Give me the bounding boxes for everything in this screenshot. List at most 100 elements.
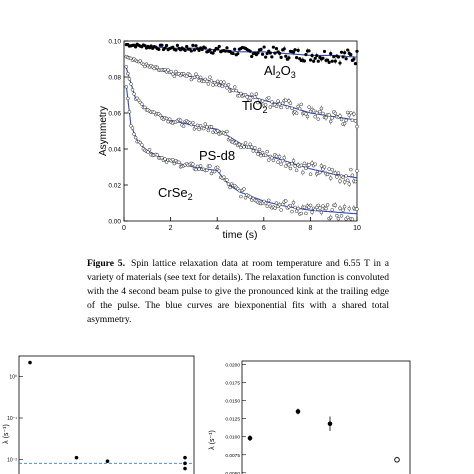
data-point bbox=[253, 146, 257, 150]
data-point bbox=[206, 128, 211, 133]
data-point bbox=[295, 409, 301, 414]
data-point bbox=[335, 213, 339, 218]
data-point bbox=[279, 105, 283, 110]
data-point bbox=[198, 75, 203, 80]
data-point bbox=[349, 167, 353, 172]
data-point bbox=[318, 170, 322, 175]
data-point bbox=[195, 164, 200, 169]
data-point bbox=[330, 208, 334, 212]
data-point bbox=[273, 51, 277, 55]
data-point bbox=[327, 167, 331, 171]
data-point bbox=[341, 175, 345, 180]
data-point bbox=[205, 79, 209, 84]
data-point bbox=[285, 105, 290, 110]
x-tick-label: 2 bbox=[169, 225, 173, 232]
data-point bbox=[174, 48, 178, 52]
data-point bbox=[313, 56, 317, 60]
data-point bbox=[325, 58, 330, 62]
y-tick-label: 0.04 bbox=[108, 147, 121, 154]
data-point bbox=[341, 208, 345, 213]
fit-curve bbox=[125, 67, 358, 179]
x-tick-label: 6 bbox=[262, 225, 266, 232]
data-point bbox=[347, 206, 352, 211]
data-point bbox=[339, 117, 344, 122]
data-point bbox=[147, 147, 152, 152]
data-point bbox=[247, 435, 253, 441]
data-point bbox=[194, 167, 198, 172]
data-point bbox=[164, 43, 169, 48]
data-point bbox=[198, 164, 203, 168]
data-point bbox=[200, 47, 204, 52]
data-point bbox=[217, 83, 221, 88]
data-point bbox=[329, 52, 333, 56]
data-point bbox=[350, 217, 355, 221]
data-point bbox=[219, 80, 223, 84]
data-point bbox=[256, 51, 260, 55]
series-label-al2o3: Al2O3 bbox=[264, 63, 296, 80]
data-point bbox=[222, 175, 226, 179]
x-tick-label: 8 bbox=[308, 225, 312, 232]
data-point bbox=[160, 43, 164, 47]
y-tick-label: 10⁻¹ bbox=[7, 416, 17, 422]
data-point bbox=[188, 73, 192, 77]
data-point bbox=[302, 205, 307, 210]
data-point bbox=[217, 169, 221, 173]
data-point bbox=[279, 162, 283, 167]
data-point bbox=[342, 180, 347, 184]
data-point bbox=[129, 82, 133, 86]
data-point bbox=[322, 49, 327, 54]
data-point bbox=[205, 125, 209, 129]
data-point bbox=[216, 47, 220, 51]
data-point bbox=[280, 159, 285, 163]
caption-text: Spin lattice relaxation data at room tem… bbox=[87, 258, 389, 326]
data-point bbox=[265, 149, 269, 154]
data-point bbox=[347, 182, 352, 186]
data-point bbox=[243, 141, 248, 145]
y-tick-label: 0.0050 bbox=[225, 471, 240, 474]
data-point bbox=[237, 188, 242, 193]
data-point bbox=[215, 79, 220, 84]
data-point bbox=[183, 48, 187, 52]
data-point bbox=[225, 46, 229, 50]
data-point bbox=[277, 51, 282, 55]
data-point bbox=[355, 124, 359, 129]
data-point bbox=[172, 161, 177, 166]
data-point bbox=[290, 161, 294, 166]
data-point bbox=[318, 206, 322, 210]
data-point bbox=[105, 459, 110, 464]
data-point bbox=[294, 111, 299, 115]
data-point bbox=[288, 203, 293, 208]
data-point bbox=[336, 171, 341, 175]
data-point bbox=[293, 205, 297, 210]
data-point bbox=[290, 106, 294, 111]
data-point bbox=[304, 211, 308, 216]
data-point bbox=[155, 65, 160, 70]
data-point bbox=[318, 109, 322, 114]
data-point bbox=[277, 102, 282, 106]
x-tick-label: 4 bbox=[215, 225, 219, 232]
y-axis-label: λ (s⁻¹) bbox=[209, 430, 216, 450]
plot-frame bbox=[241, 360, 411, 474]
data-point bbox=[350, 173, 355, 177]
data-point bbox=[253, 95, 257, 99]
data-point bbox=[328, 215, 333, 220]
data-point bbox=[197, 167, 201, 171]
data-point bbox=[134, 45, 138, 49]
data-point bbox=[316, 117, 321, 121]
data-point bbox=[302, 161, 307, 166]
data-point bbox=[130, 126, 135, 130]
data-point bbox=[325, 203, 330, 207]
data-point bbox=[246, 145, 251, 149]
data-point bbox=[257, 147, 262, 152]
data-point bbox=[245, 95, 249, 99]
y-tick-label: 10⁰ bbox=[9, 375, 17, 381]
data-point bbox=[322, 165, 327, 169]
data-point bbox=[259, 47, 263, 51]
data-point bbox=[352, 112, 356, 116]
data-point bbox=[239, 91, 243, 96]
data-point bbox=[243, 196, 248, 200]
y-tick-label: 0.0075 bbox=[225, 453, 240, 459]
data-point bbox=[217, 44, 221, 49]
data-point bbox=[185, 44, 189, 49]
